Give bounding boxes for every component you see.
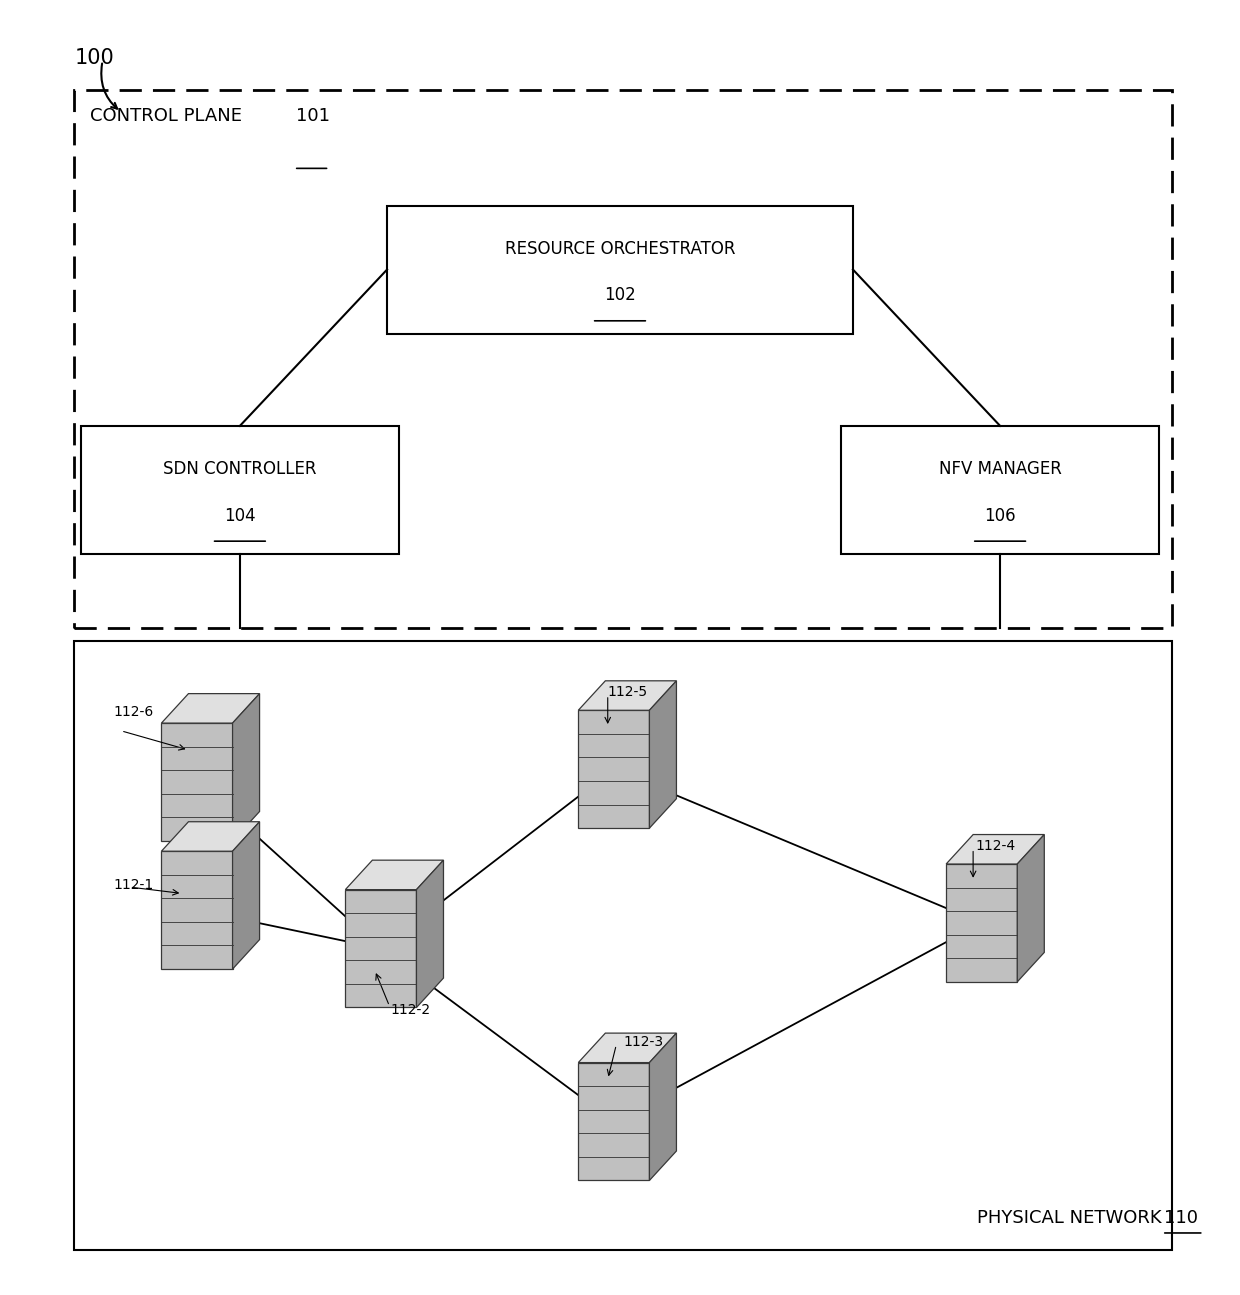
FancyBboxPatch shape <box>387 206 853 334</box>
Text: 104: 104 <box>224 506 255 524</box>
FancyBboxPatch shape <box>841 426 1159 554</box>
Text: 100: 100 <box>74 48 114 67</box>
Text: SDN CONTROLLER: SDN CONTROLLER <box>164 461 316 478</box>
Polygon shape <box>161 694 259 723</box>
Text: 112-6: 112-6 <box>114 704 154 719</box>
Text: 112-3: 112-3 <box>624 1035 663 1049</box>
Polygon shape <box>161 723 233 840</box>
Text: 112-4: 112-4 <box>976 839 1016 853</box>
Polygon shape <box>578 1063 650 1181</box>
Text: 106: 106 <box>985 506 1016 524</box>
FancyBboxPatch shape <box>74 641 1172 1250</box>
FancyBboxPatch shape <box>74 91 1172 628</box>
Polygon shape <box>650 681 677 828</box>
Polygon shape <box>650 1033 677 1181</box>
Polygon shape <box>578 681 677 710</box>
Polygon shape <box>346 860 444 890</box>
Polygon shape <box>578 1033 677 1063</box>
Text: PHYSICAL NETWORK: PHYSICAL NETWORK <box>977 1208 1162 1226</box>
FancyBboxPatch shape <box>81 426 399 554</box>
Text: 112-1: 112-1 <box>114 878 154 891</box>
Polygon shape <box>946 834 1044 864</box>
Text: 101: 101 <box>296 107 330 124</box>
Polygon shape <box>1017 834 1044 982</box>
Text: 102: 102 <box>604 286 636 304</box>
Polygon shape <box>161 822 259 851</box>
Polygon shape <box>233 822 259 969</box>
Polygon shape <box>233 694 259 840</box>
Text: 110: 110 <box>1164 1208 1198 1226</box>
Text: 112-5: 112-5 <box>608 685 647 699</box>
Polygon shape <box>161 851 233 969</box>
Polygon shape <box>417 860 444 1008</box>
Text: CONTROL PLANE: CONTROL PLANE <box>91 107 242 124</box>
Text: NFV MANAGER: NFV MANAGER <box>939 461 1061 478</box>
Text: RESOURCE ORCHESTRATOR: RESOURCE ORCHESTRATOR <box>505 240 735 258</box>
Polygon shape <box>578 710 650 828</box>
Polygon shape <box>346 890 417 1008</box>
Text: 112-2: 112-2 <box>391 1004 430 1017</box>
Polygon shape <box>946 864 1017 982</box>
